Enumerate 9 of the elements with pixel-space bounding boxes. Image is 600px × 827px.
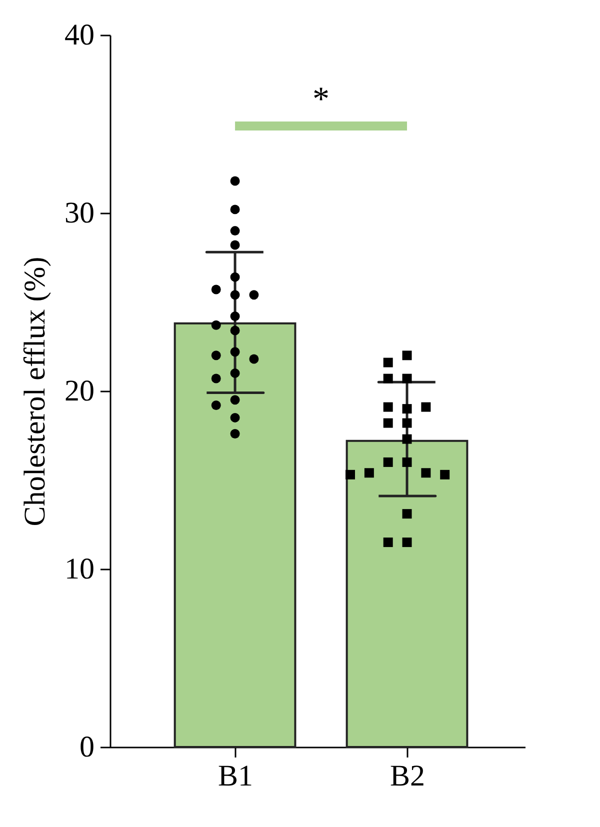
y-tick-label: 0: [80, 730, 94, 764]
y-tick-label: 30: [64, 196, 94, 230]
y-tick-label: 20: [64, 374, 94, 408]
x-tick-label: B1: [218, 760, 254, 792]
y-axis-title: Cholesterol efflux (%): [18, 256, 52, 526]
y-tick-label: 40: [64, 18, 94, 52]
annotation: *: [312, 81, 330, 118]
y-tick-label: 10: [64, 552, 94, 586]
x-tick-label: B2: [390, 760, 426, 792]
